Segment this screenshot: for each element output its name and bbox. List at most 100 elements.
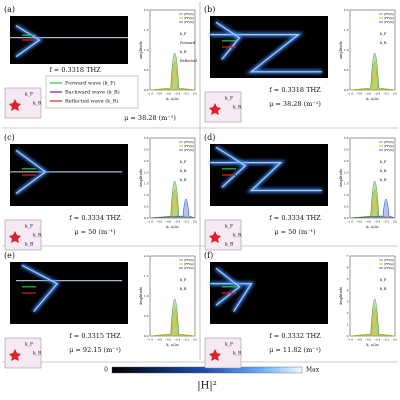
- inset-xtick: −0.8: [356, 92, 363, 96]
- schematic-box: [4, 87, 42, 119]
- inset-xlabel: k, a/2π: [366, 97, 379, 101]
- legend-label: Backward wave (k_B): [65, 89, 120, 96]
- inset-ytick: 1.0: [344, 193, 349, 197]
- inset-ytick: 0.5: [344, 205, 349, 209]
- schematic-label: k_F: [225, 96, 233, 102]
- inset-ytick: 2.5: [344, 159, 349, 163]
- inset-ytick: 3.0: [344, 147, 349, 151]
- inset-xtick: −0.4: [174, 92, 181, 96]
- inset-legend-label: |FF(k)|: [184, 20, 194, 24]
- legend-label: Reflected wave (k_R): [65, 98, 118, 105]
- inset-legend-label: |FF(k)|: [384, 16, 394, 20]
- inset-ytick: 0.5: [144, 205, 149, 209]
- spectrum-curve: [149, 198, 196, 219]
- inset-xtick: 0.0: [193, 92, 197, 96]
- field-beam-core: [215, 267, 241, 306]
- inset-note: k_F: [380, 32, 387, 36]
- inset-xtick: −1.0: [147, 338, 154, 342]
- schematic-label: k_F: [225, 342, 233, 348]
- inset-ytick: 0.0: [344, 88, 349, 92]
- panel-label: (a): [4, 5, 15, 14]
- inset-note: Forward: [180, 41, 196, 45]
- mu-label: μ = 11.82 (m⁻¹): [269, 346, 321, 354]
- inset-note: k_F: [180, 278, 187, 282]
- schematic-box: [204, 337, 242, 369]
- inset-xlabel: k, a/2π: [166, 97, 179, 101]
- inset-ytick: 1: [347, 323, 349, 327]
- inset-xtick: 0.0: [393, 92, 397, 96]
- schematic-label: k_B: [25, 242, 34, 248]
- panel-label: (f): [204, 251, 213, 260]
- inset-ytick: 0.5: [144, 314, 149, 318]
- mu-label: μ = 38.28 (m⁻¹): [269, 100, 321, 108]
- source-star: [9, 231, 21, 243]
- inset-note: k_R: [380, 178, 387, 182]
- inset-ytick: 1.0: [344, 48, 349, 52]
- schematic-label: k_R: [33, 233, 42, 239]
- inset-xtick: −0.6: [365, 338, 372, 342]
- inset-legend-label: |FF(k)|: [184, 262, 194, 266]
- inset-note: k_B: [180, 169, 187, 173]
- inset-xtick: −0.6: [165, 338, 172, 342]
- inset-xtick: 0.0: [193, 338, 197, 342]
- frequency-label: f = 0.3334 THZ: [69, 214, 121, 222]
- inset-legend-label: |FF(k)|: [384, 266, 394, 270]
- inset-xtick: −0.4: [374, 338, 381, 342]
- inset-ytick: 0.5: [144, 68, 149, 72]
- panel-label: (b): [204, 5, 215, 14]
- panel-label: (d): [204, 133, 215, 142]
- inset-legend-label: |FF(k)|: [184, 258, 194, 262]
- inset-note: k_F: [180, 32, 187, 36]
- spectrum-curve: [349, 180, 396, 219]
- inset-xlabel: k, a/2π: [366, 343, 379, 347]
- inset-legend-label: |FF(k)|: [384, 258, 394, 262]
- inset-ytick: 1.0: [144, 193, 149, 197]
- schematic-box: [204, 91, 242, 123]
- field-beam-core: [15, 25, 41, 58]
- inset-legend-label: |FF(k)|: [184, 140, 194, 144]
- source-star: [209, 231, 221, 243]
- inset-ytick: 0.0: [144, 88, 149, 92]
- spectrum-curve: [349, 61, 396, 91]
- inset-note: k_F: [380, 278, 387, 282]
- inset-note: k_R: [380, 287, 387, 291]
- schematic-label: k_R: [233, 351, 242, 357]
- inset-ytick: 2.0: [344, 8, 349, 12]
- inset-ytick: 2.0: [144, 8, 149, 12]
- inset-ytick: 2.0: [144, 170, 149, 174]
- schematic-label: k_F: [25, 342, 33, 348]
- inset-ytick: 0.5: [344, 68, 349, 72]
- inset-ylabel: amplitude: [339, 41, 343, 59]
- mu-label: μ = 38.28 (m⁻¹): [124, 114, 176, 122]
- inset-ytick: 1.0: [144, 48, 149, 52]
- schematic-label: k_F: [25, 224, 33, 230]
- inset-ytick: 0.0: [144, 216, 149, 220]
- inset-legend-label: |FF(k)|: [184, 148, 194, 152]
- inset-xtick: −0.4: [174, 338, 181, 342]
- inset-ylabel: amplitude: [139, 41, 143, 59]
- inset-legend-label: |FF(k)|: [384, 140, 394, 144]
- inset-legend-label: |FF(k)|: [384, 262, 394, 266]
- colorbar-max: Max: [306, 367, 320, 374]
- inset-xtick: −1.0: [147, 220, 154, 224]
- inset-legend-label: |FF(k)|: [384, 12, 394, 16]
- spectrum-curve: [149, 52, 196, 91]
- inset-ytick: 0.0: [344, 216, 349, 220]
- schematic-label: k_R: [233, 105, 242, 111]
- source-star: [209, 103, 221, 115]
- inset-xtick: −1.0: [347, 92, 354, 96]
- inset-xtick: −0.6: [165, 220, 172, 224]
- inset-xtick: −0.4: [174, 220, 181, 224]
- inset-legend-label: |FF(k)|: [384, 20, 394, 24]
- inset-note: k_R: [180, 50, 187, 54]
- inset-ytick: 1.0: [144, 294, 149, 298]
- inset-note: k_R: [380, 41, 387, 45]
- schematic-label: k_F: [225, 224, 233, 230]
- inset-xlabel: k, a/2π: [166, 225, 179, 229]
- colorbar-label: |H|²: [197, 381, 216, 392]
- frequency-label: f = 0.3318 THZ: [269, 86, 321, 94]
- inset-xtick: −0.6: [165, 92, 172, 96]
